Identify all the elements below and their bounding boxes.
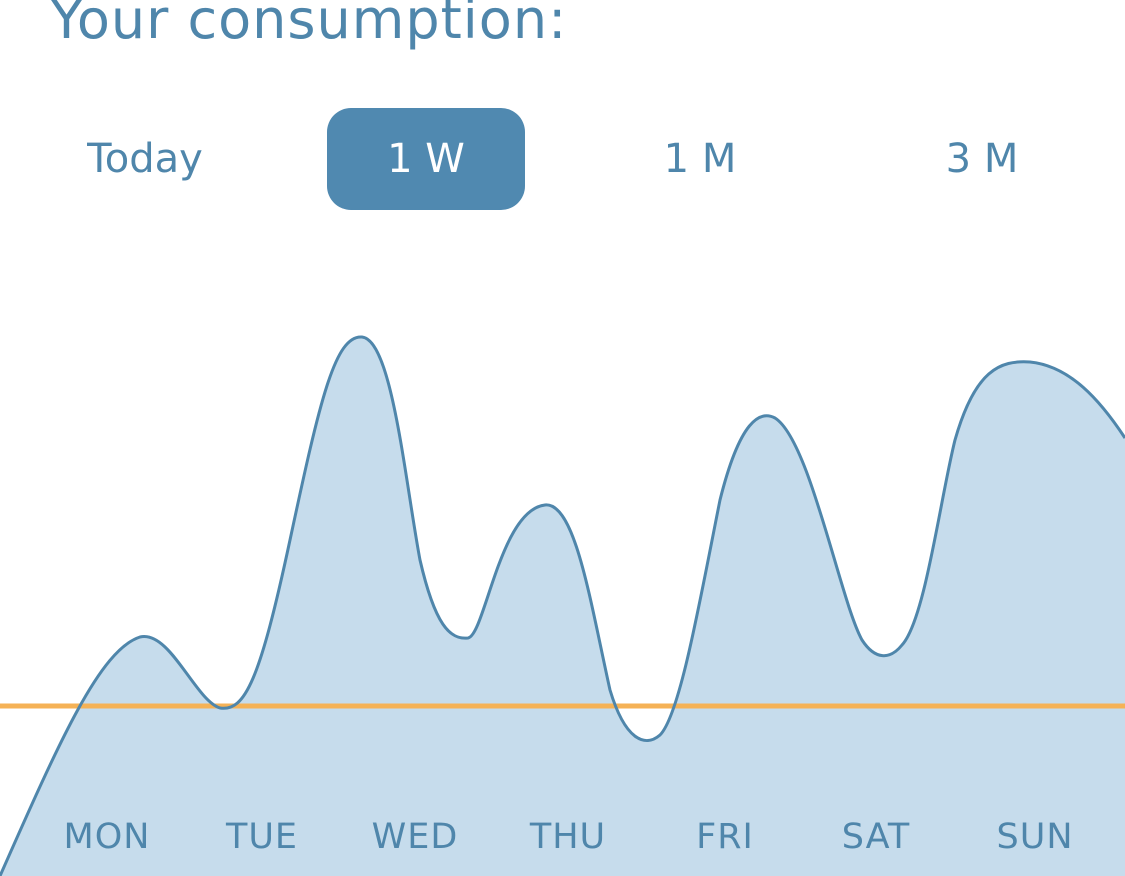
x-tick-label-mon: MON <box>64 817 151 857</box>
tab-3m[interactable]: 3 M <box>945 136 1019 182</box>
tab-today[interactable]: Today <box>87 136 203 182</box>
x-tick-label-wed: WED <box>372 817 459 857</box>
x-tick-label-thu: THU <box>529 817 606 857</box>
x-tick-label-sun: SUN <box>996 817 1073 857</box>
x-tick-label-sat: SAT <box>842 817 910 857</box>
page-title: Your consumption: <box>50 0 568 51</box>
time-range-selector: Today 1 W 1 M 3 M <box>0 108 1125 210</box>
consumption-line <box>0 335 1125 876</box>
x-tick-label-tue: TUE <box>225 817 298 857</box>
x-axis-labels: MON TUE WED THU FRI SAT SUN <box>64 817 1073 857</box>
tab-1w[interactable]: 1 W <box>327 108 525 210</box>
tab-1m[interactable]: 1 M <box>663 136 737 182</box>
x-tick-label-fri: FRI <box>696 817 754 857</box>
consumption-area <box>0 336 1125 876</box>
